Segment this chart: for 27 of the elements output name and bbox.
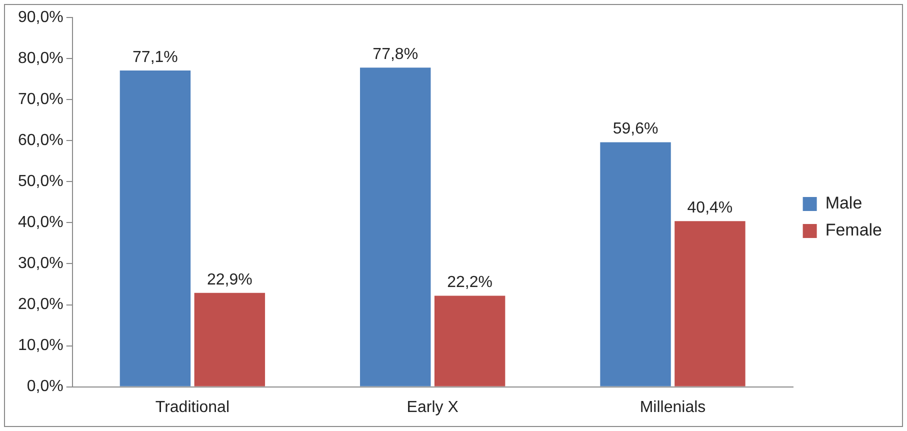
y-tick-label: 10,0% <box>18 337 64 354</box>
legend-label: Female <box>825 220 882 240</box>
data-label: 77,8% <box>372 46 418 64</box>
y-tick-label: 70,0% <box>18 91 64 108</box>
y-tick-label: 0,0% <box>26 378 64 396</box>
bar <box>434 296 506 386</box>
legend-label: Male <box>825 194 862 213</box>
x-tick-label: Millenials <box>640 398 706 416</box>
data-label: 22,2% <box>447 274 492 292</box>
bar <box>360 68 431 386</box>
bar <box>674 221 746 386</box>
data-label: 77,1% <box>132 48 178 66</box>
y-tick-label: 50,0% <box>18 173 64 190</box>
data-label: 59,6% <box>612 120 658 138</box>
y-tick-label: 30,0% <box>18 255 64 272</box>
data-label: 40,4% <box>687 199 733 216</box>
y-tick-label: 80,0% <box>18 50 64 68</box>
bar <box>194 292 266 386</box>
x-tick-label: Early X <box>406 398 459 416</box>
y-tick-label: 40,0% <box>18 214 64 232</box>
bar <box>600 142 671 386</box>
bar <box>120 70 191 386</box>
y-tick-label: 20,0% <box>18 296 64 314</box>
y-tick-label: 60,0% <box>18 132 64 150</box>
data-label: 22,9% <box>206 271 252 288</box>
x-tick-label: Traditional <box>155 398 230 416</box>
y-tick-label: 90,0% <box>18 9 64 26</box>
